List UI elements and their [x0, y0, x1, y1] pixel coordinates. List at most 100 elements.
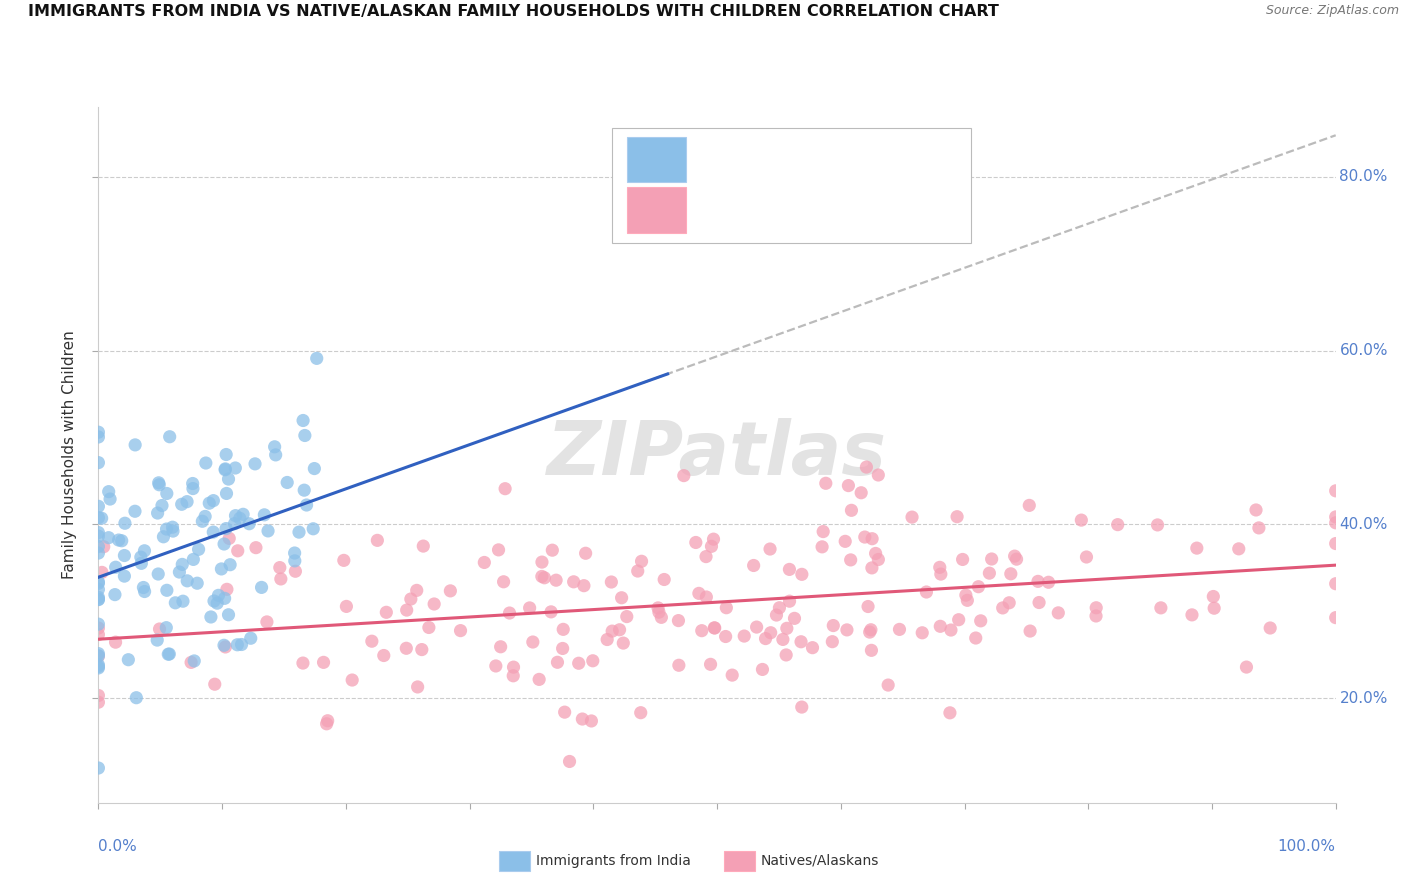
- Point: [411, 642, 433, 657]
- Point: [406, 680, 429, 694]
- Point: [647, 601, 669, 615]
- Point: [841, 503, 863, 517]
- Point: [181, 482, 204, 496]
- FancyBboxPatch shape: [627, 187, 686, 233]
- Point: [811, 540, 834, 554]
- Point: [159, 430, 181, 444]
- Point: [226, 638, 249, 652]
- Point: [152, 530, 174, 544]
- Point: [610, 591, 633, 605]
- Point: [98, 491, 121, 506]
- Point: [291, 656, 314, 670]
- Point: [1150, 600, 1173, 615]
- Point: [929, 567, 952, 582]
- Point: [668, 614, 690, 628]
- Point: [202, 493, 225, 508]
- Text: 20.0%: 20.0%: [1340, 691, 1388, 706]
- Point: [1227, 541, 1250, 556]
- Point: [952, 552, 974, 566]
- Point: [778, 562, 800, 576]
- Point: [703, 621, 725, 635]
- Point: [412, 539, 434, 553]
- Point: [172, 558, 194, 572]
- Point: [1085, 609, 1108, 624]
- Text: 60.0%: 60.0%: [1340, 343, 1388, 358]
- Point: [87, 425, 110, 440]
- Point: [288, 525, 311, 540]
- Point: [695, 549, 717, 564]
- Point: [87, 500, 110, 514]
- Point: [284, 546, 307, 560]
- Point: [87, 648, 110, 663]
- Point: [1324, 536, 1347, 550]
- Point: [668, 658, 690, 673]
- Point: [232, 508, 254, 522]
- Point: [87, 695, 110, 709]
- Point: [202, 594, 225, 608]
- Point: [87, 510, 110, 524]
- Point: [129, 550, 152, 565]
- Point: [1324, 576, 1347, 591]
- Point: [1324, 483, 1347, 498]
- Point: [183, 654, 205, 668]
- Point: [790, 700, 813, 714]
- Point: [214, 591, 236, 606]
- Point: [87, 627, 110, 641]
- Point: [690, 624, 713, 638]
- Point: [652, 573, 675, 587]
- Point: [1181, 607, 1204, 622]
- Point: [212, 638, 235, 652]
- Point: [889, 623, 911, 637]
- Point: [194, 456, 217, 470]
- Point: [263, 440, 285, 454]
- Point: [970, 614, 993, 628]
- Point: [219, 558, 242, 572]
- Point: [399, 592, 422, 607]
- Point: [600, 574, 623, 589]
- Point: [257, 524, 280, 538]
- Point: [672, 468, 695, 483]
- Point: [695, 590, 717, 604]
- FancyBboxPatch shape: [627, 136, 686, 182]
- Point: [859, 623, 882, 637]
- Point: [821, 634, 844, 648]
- Point: [191, 514, 214, 528]
- Point: [148, 622, 170, 636]
- Point: [630, 554, 652, 568]
- Point: [562, 574, 585, 589]
- Point: [162, 524, 184, 538]
- Point: [218, 472, 240, 486]
- Point: [801, 640, 824, 655]
- Point: [157, 647, 180, 661]
- Point: [284, 564, 307, 578]
- Point: [1070, 513, 1092, 527]
- Point: [541, 543, 564, 558]
- Point: [253, 508, 276, 522]
- Point: [1324, 510, 1347, 524]
- Point: [1236, 660, 1258, 674]
- Point: [1018, 499, 1040, 513]
- Point: [302, 522, 325, 536]
- Point: [700, 539, 723, 553]
- Point: [714, 630, 737, 644]
- Point: [186, 576, 208, 591]
- Point: [87, 591, 110, 605]
- Point: [215, 486, 238, 500]
- Point: [209, 562, 232, 576]
- Point: [939, 623, 962, 637]
- Point: [224, 461, 246, 475]
- Point: [759, 542, 782, 557]
- Point: [292, 483, 315, 498]
- Point: [176, 574, 198, 588]
- Point: [489, 640, 512, 654]
- Point: [1185, 541, 1208, 555]
- Point: [630, 706, 652, 720]
- Point: [522, 635, 544, 649]
- Point: [751, 662, 773, 676]
- Point: [112, 569, 135, 583]
- Point: [859, 625, 882, 640]
- Text: 40.0%: 40.0%: [1340, 517, 1388, 532]
- Point: [218, 532, 240, 546]
- Point: [450, 624, 472, 638]
- Point: [87, 617, 110, 632]
